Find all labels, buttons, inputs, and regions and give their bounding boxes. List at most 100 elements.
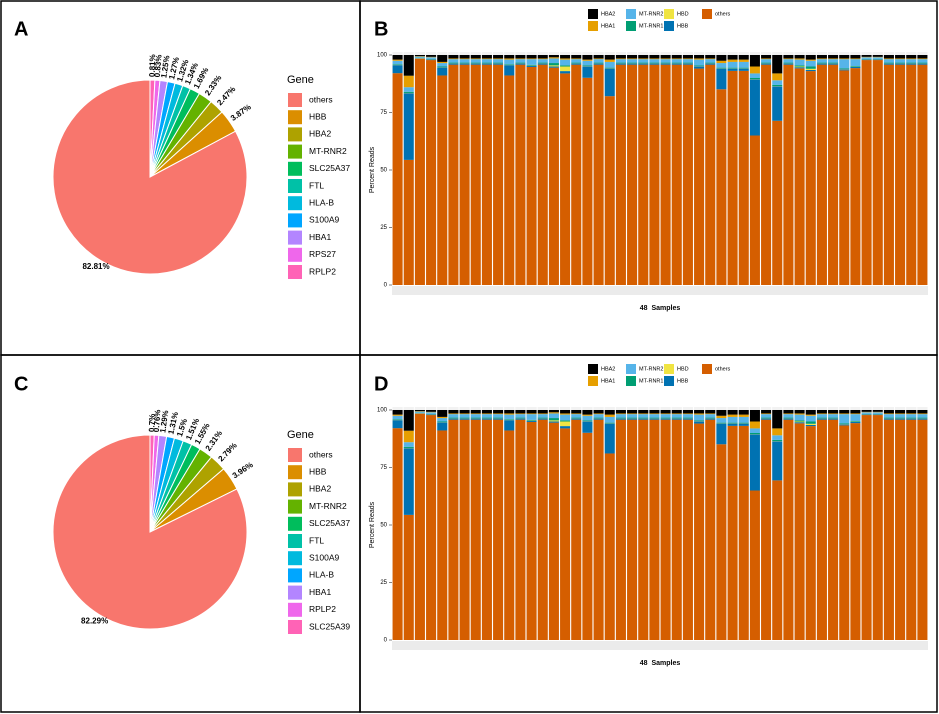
slice-label: 0.76%	[152, 409, 163, 432]
bar-segment	[593, 414, 604, 418]
bar-segment	[459, 417, 470, 419]
bar-segment	[481, 62, 492, 64]
bar-segment	[906, 59, 917, 63]
bar-segment	[526, 58, 537, 60]
bar-segment	[828, 417, 839, 419]
bar-segment	[504, 413, 515, 415]
bar-segment	[392, 420, 403, 429]
legend-key	[288, 482, 302, 497]
bar-segment	[426, 60, 437, 286]
legend-label: FTL	[309, 180, 324, 190]
bar-segment	[694, 66, 705, 69]
bar-segment	[627, 64, 638, 285]
slice-label: 2.79%	[216, 441, 238, 464]
bar-segment	[493, 414, 504, 418]
bar-segment	[448, 64, 459, 285]
bar-segment	[560, 420, 571, 422]
bar-segment	[705, 417, 716, 419]
y-tick-label: 0	[384, 638, 388, 644]
bar-segment	[895, 64, 906, 285]
bar-segment	[504, 58, 515, 60]
bar-segment	[816, 413, 827, 415]
bar-segment	[615, 418, 626, 420]
bar-segment	[772, 55, 783, 74]
bar-segment	[749, 78, 760, 80]
bar-segment	[682, 417, 693, 419]
bar-segment	[504, 59, 515, 65]
legend-label: RPLP2	[309, 266, 336, 276]
bar-segment	[828, 59, 839, 63]
bar-segment	[738, 410, 749, 415]
bar-segment	[515, 58, 526, 60]
bar-segment	[694, 423, 705, 640]
bar-segment	[459, 63, 470, 65]
bar-segment	[593, 418, 604, 420]
bar-segment	[571, 418, 582, 420]
bar-segment	[839, 414, 850, 424]
bar-segment	[403, 514, 414, 640]
bar-segment	[738, 70, 749, 286]
bar-segment	[582, 432, 593, 640]
bar-segment	[805, 426, 816, 640]
bar-segment	[593, 417, 604, 419]
bar-segment	[839, 70, 850, 285]
bar-segment	[493, 64, 504, 285]
legend-label: RPS27	[309, 249, 336, 259]
legend-label: FTL	[309, 535, 324, 545]
bar-segment	[895, 410, 906, 414]
bar-segment	[839, 68, 850, 70]
bar-segment	[872, 57, 883, 59]
bar-segment	[705, 59, 716, 63]
bar-segment	[448, 413, 459, 415]
bar-segment	[660, 59, 671, 63]
bar-segment	[861, 415, 872, 640]
bar-segment	[738, 422, 749, 424]
bar-segment	[604, 68, 615, 97]
bar-segment	[403, 91, 414, 93]
bar-segment	[749, 79, 760, 136]
bar-segment	[783, 410, 794, 414]
bar-segment	[493, 55, 504, 59]
bar-segment	[571, 413, 582, 415]
bar-segment	[470, 55, 481, 59]
legend-label: HBB	[677, 23, 689, 29]
bar-segment	[671, 55, 682, 59]
bar-segment	[582, 415, 593, 421]
bar-segment	[917, 419, 928, 640]
bar-segment	[437, 67, 448, 76]
bar-segment	[403, 442, 414, 447]
bar-segment	[571, 414, 582, 418]
bar-segment	[906, 410, 917, 414]
bar-segment	[917, 413, 928, 415]
bar-segment	[671, 64, 682, 285]
bar-segment	[537, 414, 548, 418]
bar-segment	[515, 414, 526, 418]
bar-segment	[761, 418, 772, 420]
bar-segment	[615, 414, 626, 418]
bar-segment	[783, 58, 794, 60]
bar-segment	[548, 67, 559, 286]
bar-segment	[571, 59, 582, 63]
bar-segment	[727, 414, 738, 417]
y-tick-label: 50	[380, 523, 387, 529]
bar-segment	[749, 73, 760, 78]
bar-segment	[828, 55, 839, 59]
bar-segment	[604, 67, 615, 69]
bar-segment	[727, 410, 738, 415]
bar-segment	[504, 64, 515, 65]
bar-segment	[638, 58, 649, 60]
bar-segment	[414, 413, 425, 640]
y-tick-label: 100	[377, 408, 388, 414]
bar-segment	[526, 410, 537, 414]
bar-segment	[917, 64, 928, 285]
bar-segment	[895, 418, 906, 420]
bar-segment	[627, 410, 638, 414]
bar-segment	[392, 415, 403, 420]
bar-segment	[582, 59, 593, 61]
bar-segment	[560, 413, 571, 415]
bar-segment	[917, 55, 928, 59]
bar-segment	[761, 417, 772, 419]
bar-segment	[604, 61, 615, 68]
bar-segment	[537, 59, 548, 63]
bar-segment	[638, 417, 649, 419]
